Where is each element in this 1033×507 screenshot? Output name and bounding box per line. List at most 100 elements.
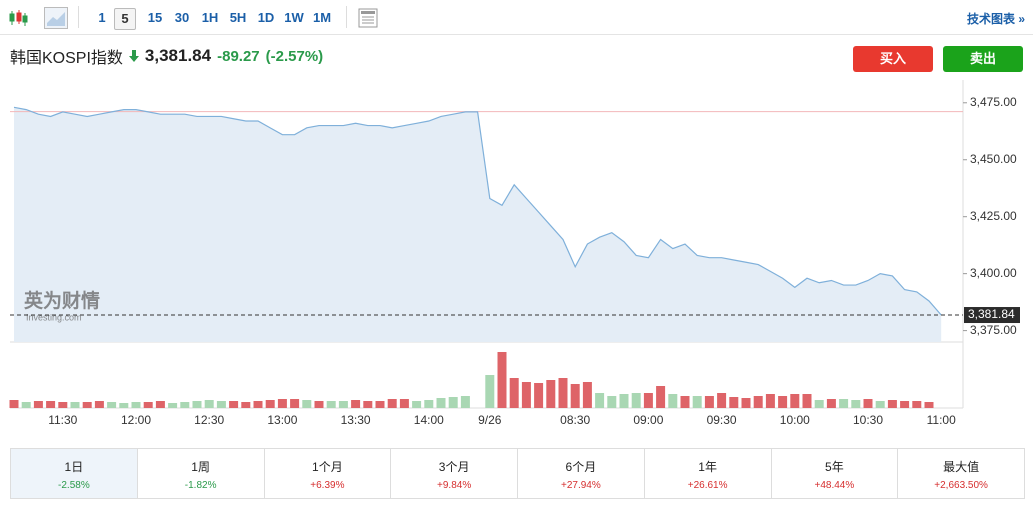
volume-bar: [387, 399, 397, 408]
volume-bar: [497, 352, 507, 408]
volume-bar: [558, 378, 568, 408]
volume-bar: [778, 396, 788, 408]
candle-icon[interactable]: [8, 8, 28, 28]
volume-bar: [9, 400, 19, 408]
period-cell[interactable]: 5年 +48.44%: [772, 449, 899, 498]
volume-bar: [46, 401, 56, 408]
period-label: 1个月: [312, 460, 343, 474]
down-arrow: [128, 50, 139, 62]
period-cell[interactable]: 3个月 +9.84%: [391, 449, 518, 498]
volume-bar: [619, 394, 629, 408]
volume-bar: [168, 403, 178, 408]
change: -89.27: [217, 47, 260, 65]
performance-row: 1日 -2.58% 1周 -1.82% 1个月 +6.39% 3个月 +9.84% 6个月 +27…: [10, 448, 1025, 499]
volume-bar: [412, 401, 422, 408]
separator: [78, 6, 79, 28]
interval-button[interactable]: 30: [174, 10, 190, 25]
volume-bar: [863, 399, 873, 408]
period-label: 6个月: [565, 460, 597, 474]
period-change: -1.82%: [184, 480, 217, 491]
volume-bar: [875, 401, 885, 408]
volume-bar: [204, 400, 214, 408]
interval-button[interactable]: 1M: [312, 10, 332, 25]
interval-button[interactable]: 5H: [229, 10, 247, 25]
y-tick-label: 3,400.00: [970, 266, 1017, 280]
period-cell[interactable]: 最大值 +2,663.50%: [898, 449, 1024, 498]
interval-button[interactable]: 1: [98, 10, 106, 25]
period-change: +9.84%: [437, 480, 472, 491]
period-change: +48.44%: [814, 480, 855, 491]
volume-bar: [448, 397, 458, 408]
volume-bar: [570, 384, 580, 408]
interval-button[interactable]: 1H: [201, 10, 219, 25]
volume-bar: [375, 401, 385, 408]
area-icon[interactable]: [44, 7, 68, 29]
volume-bar: [460, 396, 470, 408]
volume-bar: [704, 396, 714, 408]
volume-bar: [839, 399, 849, 408]
volume-bar: [216, 401, 226, 408]
volume-bar: [814, 400, 824, 408]
period-cell[interactable]: 1周 -1.82%: [138, 449, 265, 498]
volume-bar: [351, 400, 361, 408]
last-price-label: 3,381.84: [968, 307, 1015, 321]
period-change: +2,663.50%: [934, 480, 988, 491]
volume-bar: [656, 386, 666, 408]
volume-bar: [436, 398, 446, 408]
x-tick-label: 13:00: [267, 413, 297, 427]
volume-bar: [509, 378, 519, 408]
volume-bar: [155, 401, 165, 408]
volume-bar: [241, 402, 251, 408]
period-label: 1周: [191, 460, 210, 474]
period-cell[interactable]: 1年 +26.61%: [645, 449, 772, 498]
x-tick-label: 11:00: [927, 413, 956, 427]
tech-chart-link[interactable]: 技术图表 »: [966, 12, 1025, 26]
x-tick-label: 9/26: [478, 413, 502, 427]
period-cell[interactable]: 1日 -2.58%: [11, 449, 138, 498]
volume-bar: [314, 401, 324, 408]
watermark-brand: 英为财情: [24, 289, 100, 312]
x-tick-label: 09:00: [633, 413, 663, 427]
y-tick-label: 3,475.00: [970, 95, 1017, 109]
volume-bar: [729, 397, 739, 408]
last-price-box: [964, 307, 1020, 324]
interval-button[interactable]: 15: [147, 10, 163, 25]
x-tick-label: 08:30: [560, 413, 590, 427]
volume-bar: [33, 401, 43, 408]
volume-bar: [924, 402, 934, 408]
interval-button[interactable]: 1W: [284, 10, 304, 25]
volume-bar: [70, 402, 80, 408]
volume-bar: [582, 382, 592, 408]
volume-bar: [107, 402, 117, 408]
volume-bar: [668, 394, 678, 408]
period-change: +26.61%: [687, 480, 728, 491]
period-cell[interactable]: 6个月 +27.94%: [518, 449, 645, 498]
x-tick-label: 12:30: [194, 413, 224, 427]
volume-bar: [290, 399, 300, 408]
watermark: 英为财情 Investing.com: [24, 289, 100, 322]
interval-button[interactable]: 5: [114, 8, 136, 30]
sell-button[interactable]: 卖出: [943, 46, 1023, 72]
volume-bar: [82, 402, 92, 408]
volume-bar: [692, 396, 702, 408]
volume-bar: [58, 402, 68, 408]
table-icon[interactable]: [358, 8, 378, 28]
volume-bar: [131, 402, 141, 408]
volume-bar: [912, 401, 922, 408]
volume-bar: [643, 393, 653, 408]
interval-button[interactable]: 1D: [257, 10, 275, 25]
price-line: [13, 106, 942, 316]
x-tick-label: 14:00: [414, 413, 444, 427]
toolbar: 1 5 15 30 1H 5H 1D 1W 1M 技术图表 »: [0, 0, 1033, 35]
buy-button[interactable]: 买入: [853, 46, 933, 72]
volume-bar: [302, 400, 312, 408]
x-tick-label: 10:30: [853, 413, 883, 427]
volume-bar: [546, 380, 556, 408]
period-label: 1年: [698, 460, 717, 474]
period-label: 最大值: [943, 460, 980, 474]
area-fill: [14, 107, 942, 342]
volume-bar: [180, 402, 190, 408]
period-cell[interactable]: 1个月 +6.39%: [265, 449, 392, 498]
volume-bar: [363, 401, 373, 408]
chart: 英为财情 Investing.com 3,375.00 3,400.00 3,425…: [9, 80, 1020, 427]
